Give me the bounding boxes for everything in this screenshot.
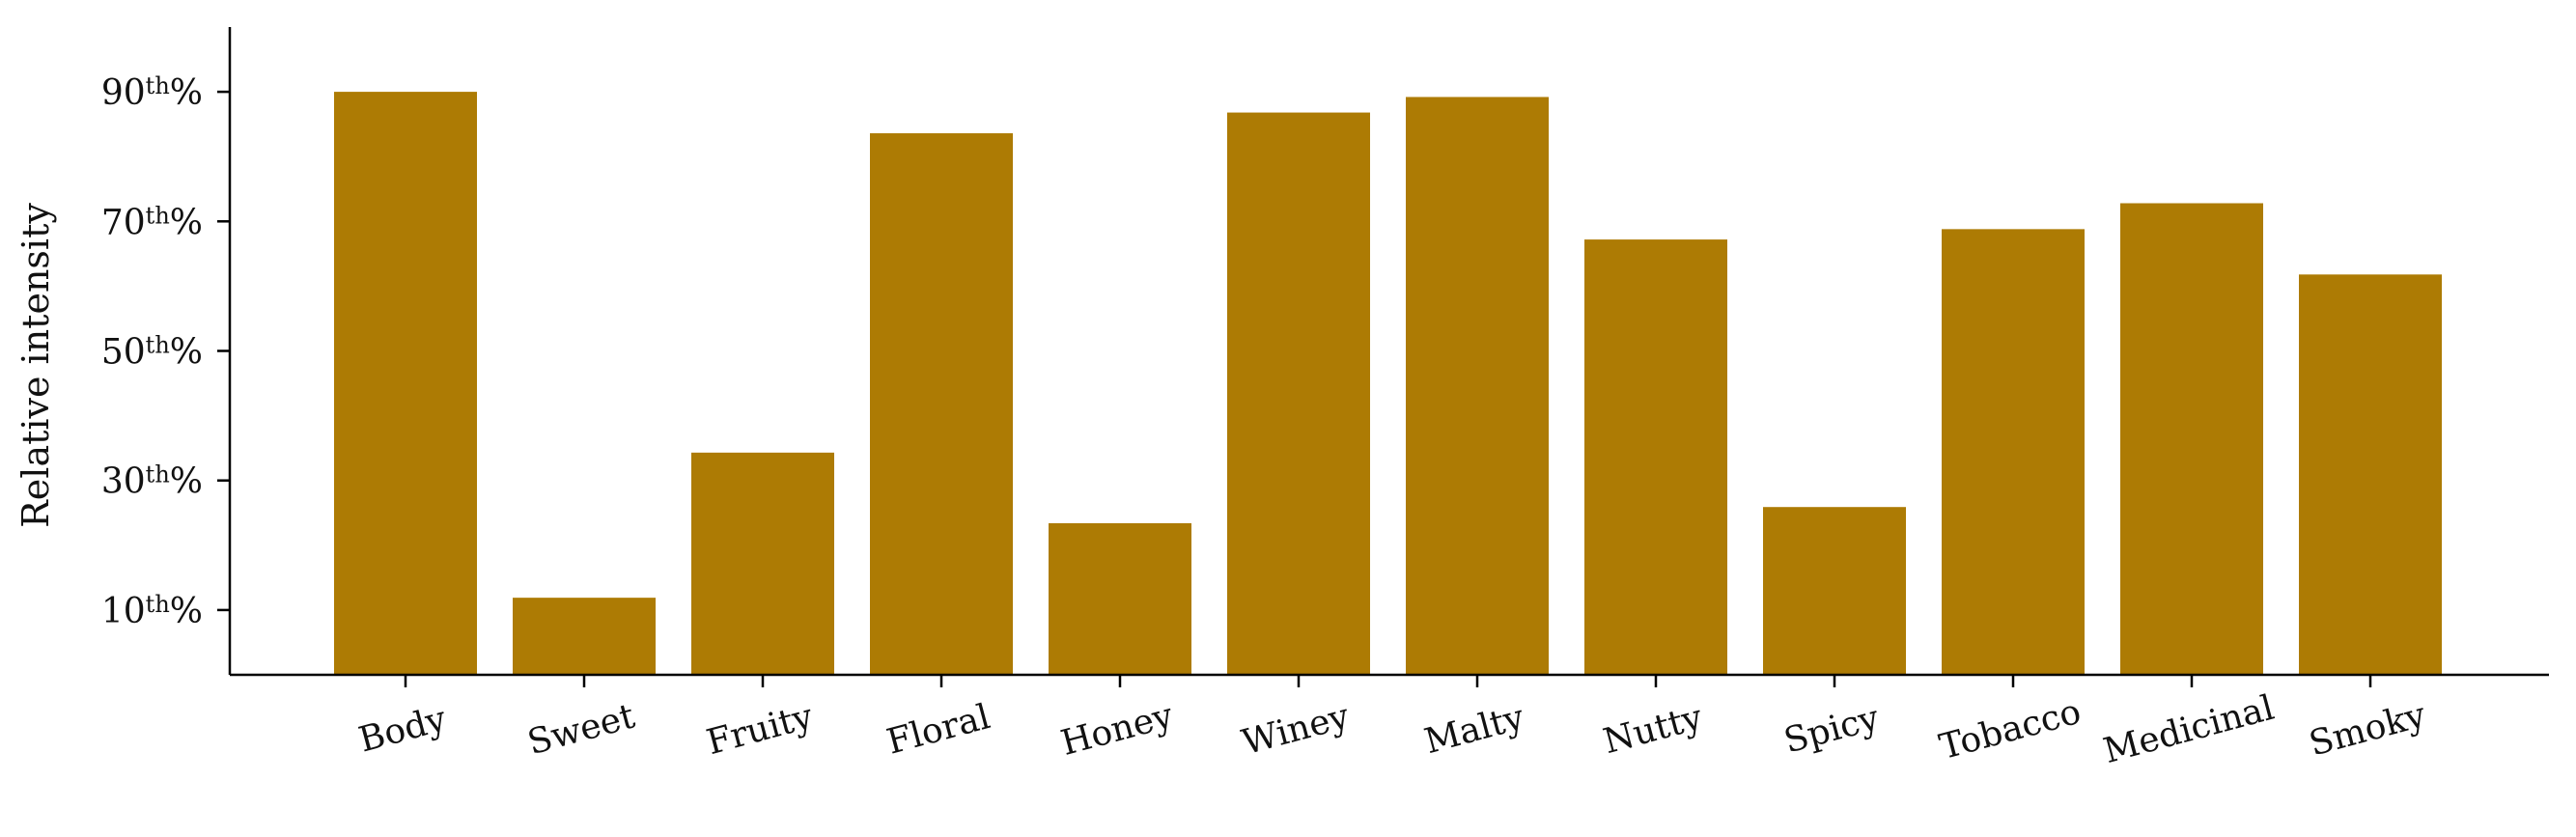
bars-group [334, 92, 2442, 676]
bar-spicy [1763, 507, 1906, 675]
y-tick-superscript: th [146, 591, 170, 618]
x-tick-label-medicinal: Medicinal [2100, 688, 2279, 771]
y-tick-label-50: 50th% [101, 332, 203, 373]
y-tick-number: 30 [101, 462, 146, 502]
y-tick-percent: % [170, 462, 203, 502]
y-tick-number: 10 [101, 592, 146, 631]
bar-floral [870, 133, 1013, 675]
x-tick-label-tobacco: Tobacco [1936, 692, 2086, 767]
y-tick-number: 90 [101, 73, 146, 113]
y-tick-label-10: 10th% [101, 591, 203, 631]
y-axis-ticks: 10th%30th%50th%70th%90th% [101, 72, 230, 631]
y-tick-percent: % [170, 73, 203, 113]
x-tick-label-fruity: Fruity [703, 696, 818, 763]
bar-sweet [513, 598, 656, 675]
y-tick-superscript: th [146, 202, 170, 229]
y-tick-percent: % [170, 203, 203, 242]
bar-body [334, 92, 477, 676]
y-tick-number: 70 [101, 203, 146, 242]
bar-medicinal [2120, 203, 2263, 675]
x-tick-label-sweet: Sweet [523, 696, 639, 763]
x-axis-ticks: Body Sweet Fruity Floral Honey Winey Malty Nutt… [355, 675, 2430, 771]
bar-fruity [691, 452, 834, 675]
y-tick-label-70: 70th% [101, 202, 203, 242]
x-tick-label-body: Body [355, 699, 452, 760]
y-tick-label-90: 90th% [101, 72, 203, 113]
y-tick-label-30: 30th% [101, 461, 203, 502]
x-tick-label-malty: Malty [1420, 697, 1528, 762]
x-tick-label-spicy: Spicy [1780, 698, 1885, 762]
y-axis-label: Relative intensity [14, 203, 57, 528]
bar-honey [1049, 522, 1191, 675]
y-tick-superscript: th [146, 72, 170, 99]
x-tick-label-smoky: Smoky [2305, 695, 2430, 765]
y-tick-percent: % [170, 333, 203, 373]
x-tick-label-floral: Floral [882, 697, 994, 763]
x-tick-label-nutty: Nutty [1600, 697, 1708, 762]
y-tick-superscript: th [146, 461, 170, 488]
bar-smoky [2299, 274, 2442, 675]
bar-nutty [1584, 239, 1727, 675]
x-tick-label-winey: Winey [1238, 696, 1354, 763]
x-tick-label-honey: Honey [1057, 696, 1178, 764]
y-tick-percent: % [170, 592, 203, 631]
bar-malty [1406, 97, 1549, 675]
bar-tobacco [1942, 229, 2085, 676]
bar-winey [1227, 112, 1370, 675]
y-tick-superscript: th [146, 332, 170, 359]
y-tick-number: 50 [101, 333, 146, 373]
